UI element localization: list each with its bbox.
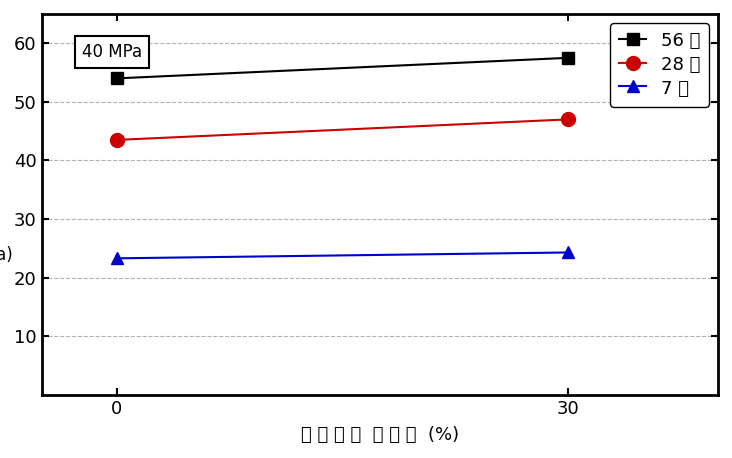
7 일 xyxy=(112,256,121,261)
Text: (MPa): (MPa) xyxy=(0,246,14,264)
Line: 56 일: 56 일 xyxy=(111,52,573,84)
Legend: 56 일, 28 일, 7 일: 56 일, 28 일, 7 일 xyxy=(610,23,709,107)
7 일 xyxy=(564,250,572,255)
Text: 40 MPa: 40 MPa xyxy=(82,43,142,61)
56 일 xyxy=(564,55,572,60)
Line: 7 일: 7 일 xyxy=(111,246,574,265)
56 일 xyxy=(112,76,121,81)
28 일 xyxy=(112,137,121,143)
28 일 xyxy=(564,117,572,122)
Line: 28 일: 28 일 xyxy=(110,113,575,147)
X-axis label: 순 환 골 재  치 환 율  (%): 순 환 골 재 치 환 율 (%) xyxy=(301,426,459,444)
